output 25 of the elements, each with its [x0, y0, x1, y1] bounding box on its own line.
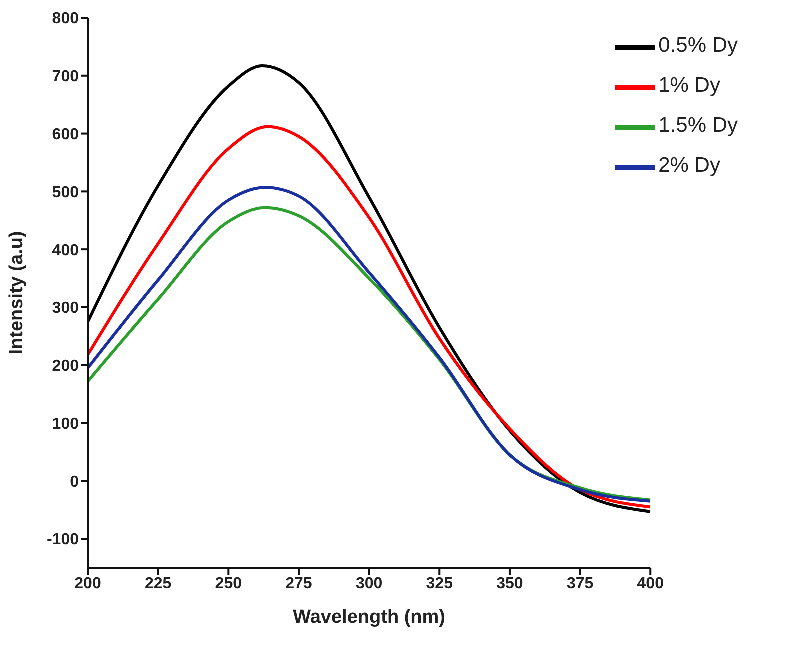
- y-tick-label: 800: [52, 10, 80, 28]
- y-tick-label: 200: [52, 358, 80, 376]
- y-tick-label: 100: [52, 416, 80, 433]
- y-tick-label: -100: [46, 532, 80, 549]
- x-tick-label: 225: [144, 575, 172, 592]
- x-tick-label: 275: [286, 575, 312, 592]
- legend-label: 1% Dy: [658, 74, 720, 97]
- x-tick-label: 200: [74, 575, 102, 592]
- y-tick-label: 700: [52, 68, 80, 86]
- y-tick-label: 400: [52, 242, 80, 260]
- y-tick-label: 300: [52, 300, 80, 318]
- x-tick-label: 400: [637, 575, 664, 592]
- x-tick-label: 325: [426, 575, 454, 592]
- y-axis-title: Intensity (a.u): [6, 231, 28, 355]
- y-tick-label: 500: [52, 184, 80, 202]
- legend-label: 0.5% Dy: [658, 34, 738, 57]
- legend-label: 1.5% Dy: [658, 114, 738, 137]
- legend-label: 2% Dy: [658, 154, 720, 177]
- y-tick-label: 0: [70, 474, 80, 491]
- x-tick-label: 250: [215, 575, 242, 592]
- x-tick-label: 300: [356, 575, 383, 592]
- x-tick-label: 350: [496, 575, 524, 592]
- y-tick-label: 600: [52, 126, 80, 144]
- x-axis-title: Wavelength (nm): [293, 607, 446, 628]
- x-tick-label: 375: [566, 575, 594, 592]
